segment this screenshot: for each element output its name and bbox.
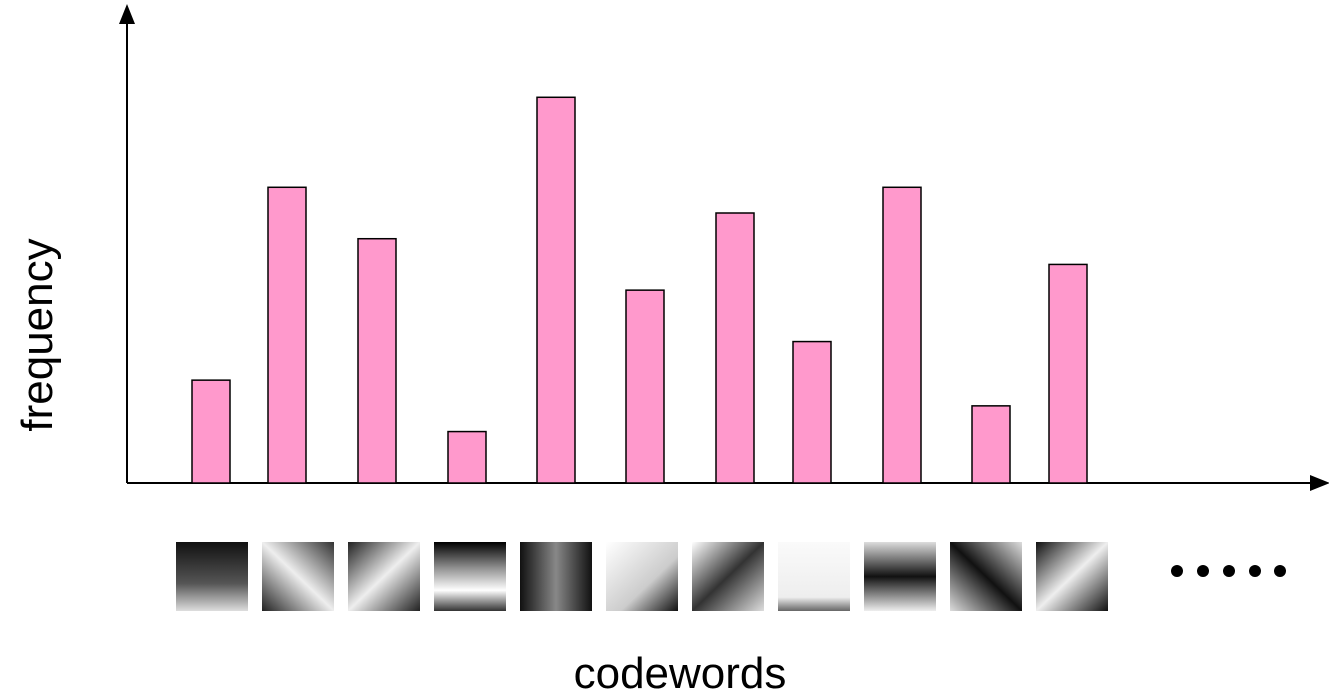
- codeword-patch: [434, 542, 506, 611]
- bar: [793, 342, 831, 483]
- codeword-patch: [348, 542, 420, 611]
- bar: [358, 239, 396, 483]
- codeword-patch: [950, 542, 1022, 611]
- y-axis-label: frequency: [13, 238, 62, 431]
- codeword-patch: [606, 542, 678, 611]
- bar: [537, 97, 575, 483]
- bar: [716, 213, 754, 483]
- bar: [268, 187, 306, 483]
- codeword-patch: [692, 542, 764, 611]
- codeword-patches: [176, 542, 1108, 611]
- codeword-patch: [864, 542, 936, 611]
- chart: codewords frequency: [0, 0, 1329, 692]
- codeword-patch: [262, 542, 334, 611]
- bar: [626, 290, 664, 483]
- x-axis-label: codewords: [574, 649, 787, 692]
- bar: [1049, 264, 1087, 483]
- codeword-patch: [778, 542, 850, 611]
- codeword-patch: [176, 542, 248, 611]
- codeword-patch: [1036, 542, 1108, 611]
- ellipsis: [1171, 565, 1286, 577]
- codeword-patch: [520, 542, 592, 611]
- bar: [192, 380, 230, 483]
- page: {"chart_data": {"type": "bar", "xlabel":…: [0, 0, 1329, 692]
- bar: [883, 187, 921, 483]
- bar: [972, 406, 1010, 483]
- bar: [448, 432, 486, 483]
